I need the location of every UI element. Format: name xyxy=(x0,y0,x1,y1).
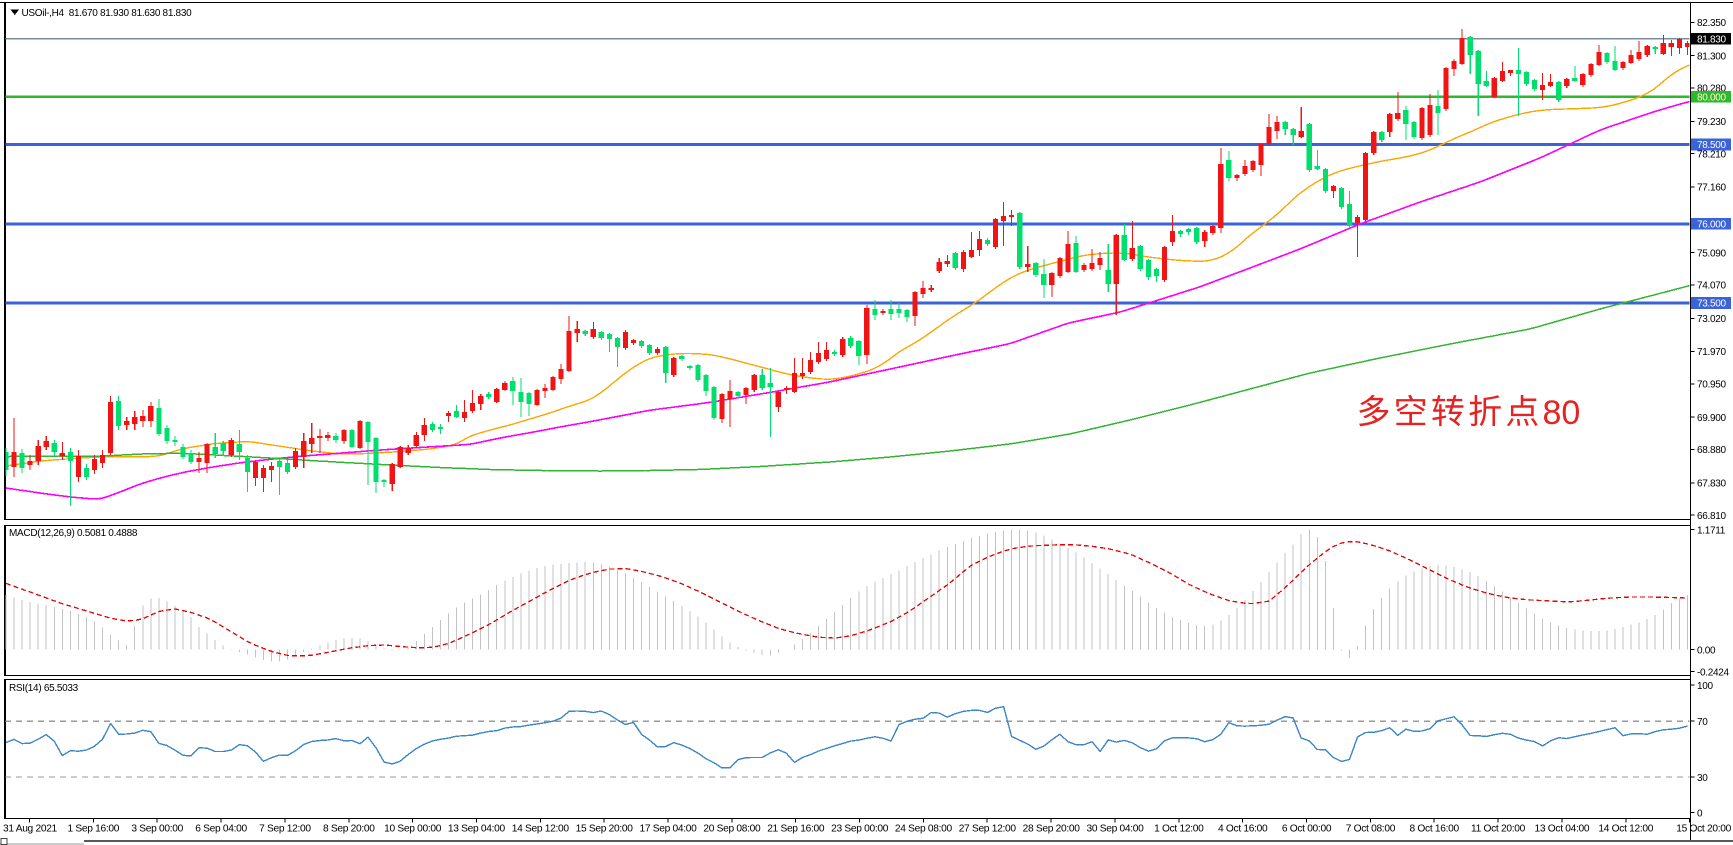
svg-text:67.830: 67.830 xyxy=(1697,479,1727,490)
svg-text:81.830: 81.830 xyxy=(1697,35,1727,46)
svg-text:MACD(12,26,9) 0.5081 0.4888: MACD(12,26,9) 0.5081 0.4888 xyxy=(9,528,138,539)
svg-text:20 Sep 08:00: 20 Sep 08:00 xyxy=(703,824,761,835)
svg-text:-0.2424: -0.2424 xyxy=(1697,668,1730,679)
svg-text:80.280: 80.280 xyxy=(1697,84,1727,95)
svg-text:6 Sep 04:00: 6 Sep 04:00 xyxy=(195,824,247,835)
svg-text:7 Oct 08:00: 7 Oct 08:00 xyxy=(1346,824,1396,835)
svg-text:21 Sep 16:00: 21 Sep 16:00 xyxy=(767,824,825,835)
svg-text:24 Sep 08:00: 24 Sep 08:00 xyxy=(895,824,953,835)
svg-text:70.950: 70.950 xyxy=(1697,380,1727,391)
svg-text:76.000: 76.000 xyxy=(1697,220,1727,231)
svg-text:23 Sep 00:00: 23 Sep 00:00 xyxy=(831,824,889,835)
svg-text:66.810: 66.810 xyxy=(1697,511,1727,522)
svg-text:81.300: 81.300 xyxy=(1697,51,1727,62)
svg-text:79.230: 79.230 xyxy=(1697,117,1727,128)
svg-text:28 Sep 20:00: 28 Sep 20:00 xyxy=(1023,824,1081,835)
svg-text:USOil-,H4 81.670 81.930 81.63: USOil-,H4 81.670 81.930 81.630 81.830 xyxy=(22,8,193,19)
svg-text:31 Aug 2021: 31 Aug 2021 xyxy=(3,824,58,835)
svg-text:0: 0 xyxy=(1697,809,1703,820)
svg-text:7 Sep 12:00: 7 Sep 12:00 xyxy=(259,824,311,835)
svg-text:78.210: 78.210 xyxy=(1697,149,1727,160)
svg-text:0.00: 0.00 xyxy=(1697,646,1716,657)
svg-text:27 Sep 12:00: 27 Sep 12:00 xyxy=(959,824,1017,835)
svg-text:8 Sep 20:00: 8 Sep 20:00 xyxy=(323,824,375,835)
svg-text:10 Sep 00:00: 10 Sep 00:00 xyxy=(384,824,442,835)
svg-text:RSI(14) 65.5033: RSI(14) 65.5033 xyxy=(9,683,79,694)
svg-text:1 Oct 12:00: 1 Oct 12:00 xyxy=(1154,824,1204,835)
svg-text:15 Sep 20:00: 15 Sep 20:00 xyxy=(576,824,634,835)
svg-text:100: 100 xyxy=(1697,681,1714,692)
svg-text:71.970: 71.970 xyxy=(1697,347,1727,358)
svg-text:6 Oct 00:00: 6 Oct 00:00 xyxy=(1282,824,1332,835)
svg-text:78.500: 78.500 xyxy=(1697,140,1727,151)
svg-text:8 Oct 16:00: 8 Oct 16:00 xyxy=(1410,824,1460,835)
svg-text:15 Oct 20:00: 15 Oct 20:00 xyxy=(1676,824,1731,835)
svg-text:13 Sep 04:00: 13 Sep 04:00 xyxy=(448,824,506,835)
svg-text:30 Sep 04:00: 30 Sep 04:00 xyxy=(1086,824,1144,835)
svg-text:82.350: 82.350 xyxy=(1697,18,1727,29)
svg-text:77.160: 77.160 xyxy=(1697,183,1727,194)
svg-text:17 Sep 04:00: 17 Sep 04:00 xyxy=(639,824,697,835)
svg-text:74.070: 74.070 xyxy=(1697,281,1727,292)
svg-text:14 Oct 12:00: 14 Oct 12:00 xyxy=(1598,824,1653,835)
svg-text:75.090: 75.090 xyxy=(1697,248,1727,259)
svg-text:1.1711: 1.1711 xyxy=(1697,526,1726,537)
svg-text:1 Sep 16:00: 1 Sep 16:00 xyxy=(67,824,119,835)
svg-text:4 Oct 16:00: 4 Oct 16:00 xyxy=(1218,824,1268,835)
svg-text:30: 30 xyxy=(1697,773,1708,784)
svg-text:11 Oct 20:00: 11 Oct 20:00 xyxy=(1471,824,1526,835)
svg-text:68.880: 68.880 xyxy=(1697,445,1727,456)
svg-text:70: 70 xyxy=(1697,717,1708,728)
svg-text:73.500: 73.500 xyxy=(1697,299,1727,310)
svg-text:80.000: 80.000 xyxy=(1697,93,1727,104)
svg-text:73.020: 73.020 xyxy=(1697,314,1727,325)
svg-text:69.900: 69.900 xyxy=(1697,413,1727,424)
svg-text:13 Oct 04:00: 13 Oct 04:00 xyxy=(1535,824,1590,835)
svg-text:14 Sep 12:00: 14 Sep 12:00 xyxy=(512,824,570,835)
svg-text:3 Sep 00:00: 3 Sep 00:00 xyxy=(131,824,183,835)
svg-text:80: 80 xyxy=(1543,394,1581,432)
